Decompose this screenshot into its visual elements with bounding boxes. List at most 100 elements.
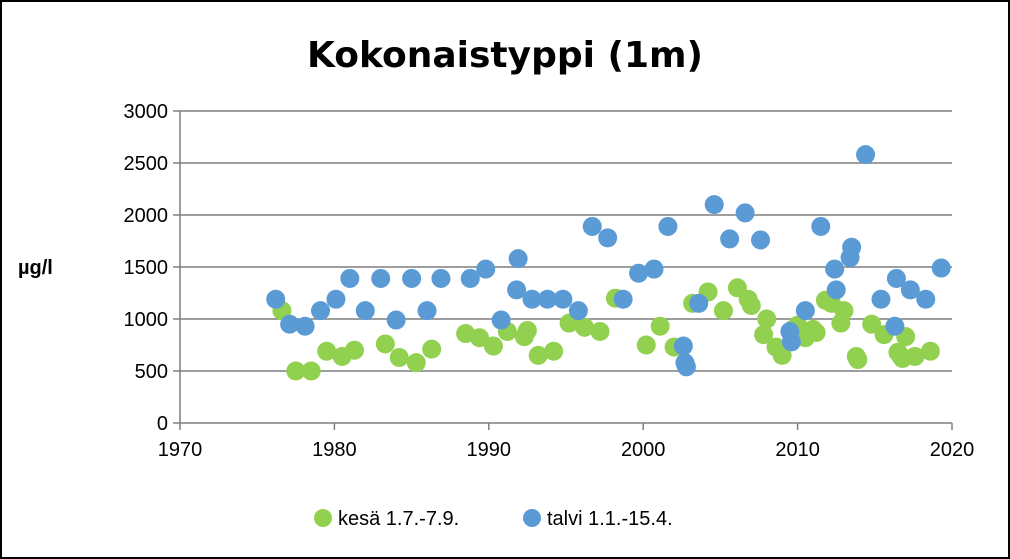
data-point	[931, 258, 951, 278]
legend-marker-winter	[523, 509, 541, 527]
data-point	[476, 259, 496, 279]
y-tick-label: 2000	[124, 205, 169, 227]
data-point	[528, 345, 548, 365]
data-point	[517, 320, 537, 340]
x-tick-label: 2000	[621, 439, 666, 461]
data-point	[417, 301, 437, 321]
data-point	[825, 259, 845, 279]
data-point	[491, 310, 511, 330]
data-point	[301, 361, 321, 381]
y-tick-label: 2500	[124, 153, 169, 175]
data-point	[856, 145, 876, 165]
x-tick-label: 1970	[158, 439, 203, 461]
data-point	[483, 336, 503, 356]
data-point	[590, 321, 610, 341]
x-tick-label: 2010	[775, 439, 820, 461]
data-point	[311, 301, 331, 321]
data-point	[676, 357, 696, 377]
data-points	[266, 145, 951, 381]
data-point	[375, 334, 395, 354]
data-point	[598, 228, 618, 248]
y-tick-label: 1500	[124, 257, 169, 279]
data-point	[460, 268, 480, 288]
data-point	[757, 309, 777, 329]
x-tick-label: 1990	[467, 439, 512, 461]
data-point	[735, 203, 755, 223]
data-point	[508, 249, 528, 269]
data-point	[636, 335, 656, 355]
data-point	[900, 280, 920, 300]
data-point	[754, 325, 774, 345]
data-point	[344, 340, 364, 360]
data-point	[795, 301, 815, 321]
data-point	[751, 230, 771, 250]
legend-marker-summer	[314, 509, 332, 527]
y-tick-label: 1000	[124, 309, 169, 331]
data-point	[295, 316, 315, 336]
y-tick-label: 500	[135, 361, 168, 383]
data-point	[886, 268, 906, 288]
data-point	[406, 353, 426, 373]
data-point	[402, 268, 422, 288]
data-point	[355, 301, 375, 321]
axes: 0 500 1000 1500 2000 2500 3000 1970 1980 1990 2000…	[124, 101, 975, 461]
data-point	[848, 350, 868, 370]
chart-title: Kokonaistyppi (1m)	[307, 35, 703, 76]
data-point	[386, 310, 406, 330]
x-tick-label: 1980	[312, 439, 357, 461]
data-point	[885, 316, 905, 336]
data-point	[781, 332, 801, 352]
data-point	[537, 289, 557, 309]
data-point	[371, 268, 391, 288]
data-point	[544, 341, 564, 361]
data-point	[470, 328, 490, 348]
data-point	[713, 301, 733, 321]
data-point	[806, 323, 826, 343]
data-point	[317, 341, 337, 361]
data-point	[431, 268, 451, 288]
legend-label-summer: kesä 1.7.-7.9.	[338, 508, 459, 530]
data-point	[629, 263, 649, 283]
data-point	[871, 289, 891, 309]
data-point	[720, 229, 740, 249]
legend: kesä 1.7.-7.9. talvi 1.1.-15.4.	[314, 508, 673, 530]
data-point	[673, 336, 693, 356]
data-point	[644, 259, 664, 279]
data-point	[522, 289, 542, 309]
data-point	[575, 317, 595, 337]
data-point	[568, 301, 588, 321]
data-point	[326, 289, 346, 309]
data-point	[658, 216, 678, 236]
data-point	[920, 341, 940, 361]
data-point	[266, 289, 286, 309]
y-tick-label: 3000	[124, 101, 169, 123]
data-point	[689, 293, 709, 313]
x-tick-label: 2020	[930, 439, 975, 461]
series-summer	[272, 278, 940, 381]
data-point	[286, 361, 306, 381]
data-point	[507, 280, 527, 300]
legend-label-winter: talvi 1.1.-15.4.	[547, 508, 673, 530]
data-point	[916, 289, 936, 309]
data-point	[280, 314, 300, 334]
data-point	[650, 316, 670, 336]
data-point	[741, 295, 761, 315]
y-tick-label: 0	[157, 413, 168, 435]
y-axis-label: µg/l	[18, 257, 53, 279]
data-point	[553, 289, 573, 309]
data-point	[422, 339, 442, 359]
data-point	[826, 280, 846, 300]
data-point	[842, 237, 862, 257]
series-winter	[266, 145, 951, 377]
data-point	[811, 216, 831, 236]
data-point	[704, 195, 724, 215]
data-point	[613, 289, 633, 309]
data-point	[340, 268, 360, 288]
data-point	[389, 347, 409, 367]
data-point	[905, 346, 925, 366]
data-point	[582, 216, 602, 236]
data-point	[772, 345, 792, 365]
data-point	[834, 301, 854, 321]
